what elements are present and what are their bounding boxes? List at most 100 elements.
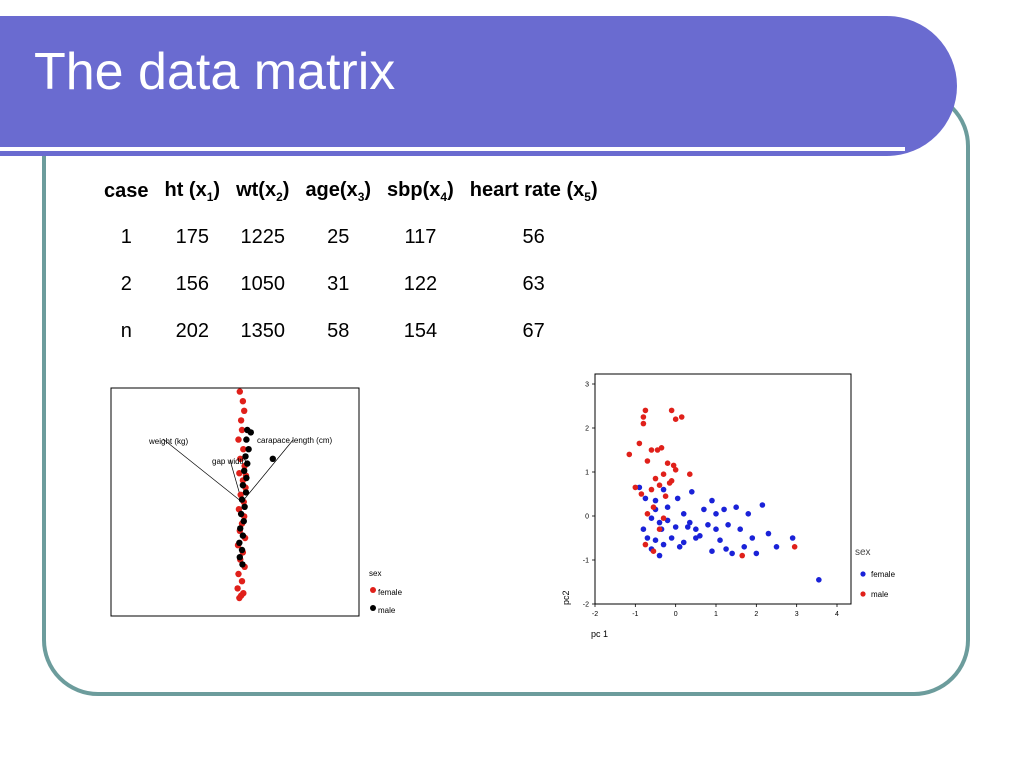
data-point-female <box>705 522 711 528</box>
table-cell: 1050 <box>240 273 286 295</box>
data-point-male <box>632 484 639 491</box>
data-point-male <box>242 453 249 460</box>
table-cell: 67 <box>522 320 545 342</box>
data-point-female <box>239 398 247 405</box>
data-point-female <box>660 486 667 493</box>
data-point-female <box>684 524 691 530</box>
data-point-female <box>753 550 760 557</box>
data-point-female <box>713 511 719 517</box>
data-point-female <box>636 484 643 491</box>
table-row: 1 175 1225 25 117 56 <box>96 214 606 261</box>
point-layer <box>626 407 822 583</box>
data-point-male <box>238 496 246 503</box>
data-point-male <box>644 458 651 464</box>
legend-label-female: female <box>871 570 896 579</box>
data-point-male <box>236 539 243 546</box>
title-bar <box>0 16 957 156</box>
data-point-male <box>664 460 671 466</box>
loading-arrow <box>162 438 243 503</box>
data-point-female <box>789 535 796 541</box>
data-point-female <box>235 570 242 578</box>
data-point-male <box>238 546 246 554</box>
data-point-male <box>668 478 675 484</box>
data-point-female <box>709 497 715 504</box>
data-point-male <box>640 414 647 420</box>
legend-label-male: male <box>871 590 889 599</box>
data-point-female <box>644 535 651 541</box>
data-point-female <box>709 548 715 554</box>
data-point-male <box>638 491 645 497</box>
table-row: 2 156 1050 31 122 63 <box>96 261 606 308</box>
data-point-male <box>672 467 679 473</box>
header-heart-rate: heart rate (x5) <box>469 178 598 204</box>
data-point-male <box>236 554 243 561</box>
data-point-female <box>816 577 822 583</box>
data-point-male <box>247 429 254 436</box>
x-tick-label: 3 <box>795 611 799 618</box>
y-tick-label: -1 <box>583 558 589 565</box>
x-tick-label: -1 <box>632 611 638 618</box>
data-point-female <box>680 511 687 517</box>
data-point-male <box>243 436 250 443</box>
data-point-female <box>240 446 247 453</box>
biplot-chart: weight (kg) gap width carapace length (c… <box>110 387 403 617</box>
data-point-female <box>660 541 667 548</box>
table-cell: 2 <box>120 273 132 295</box>
table-header-row: case ht (x1) wt(x2) age(x3) sbp(x4) hear… <box>96 168 606 214</box>
data-point-female <box>745 511 752 517</box>
slide-title: The data matrix <box>34 43 396 101</box>
plot-frame <box>110 387 360 617</box>
header-age: age(x3) <box>305 178 372 204</box>
data-point-male <box>650 504 657 510</box>
data-point-female <box>656 519 663 526</box>
data-point-male <box>660 471 667 477</box>
table-cell: 117 <box>404 226 437 248</box>
data-point-female <box>680 539 687 546</box>
axis-ticks: -2 -1 0 1 2 3 4 -2 -1 0 1 2 3 <box>583 382 839 619</box>
y-tick-label: 0 <box>585 514 589 521</box>
data-point-male <box>239 482 247 489</box>
data-point-male <box>686 471 693 477</box>
data-point-female <box>733 504 739 510</box>
data-point-female <box>652 497 659 504</box>
data-point-female <box>723 546 729 552</box>
data-point-female <box>237 592 245 599</box>
data-point-female <box>241 407 248 414</box>
data-point-male <box>670 462 677 469</box>
data-point-male <box>648 486 655 493</box>
legend-marker-female <box>860 571 866 577</box>
data-point-female <box>642 495 649 502</box>
data-point-female <box>773 544 780 550</box>
data-point-male <box>656 482 663 488</box>
x-axis-label: pc 1 <box>591 629 608 639</box>
data-point-male <box>650 548 657 554</box>
data-point-female <box>697 533 703 539</box>
data-point-male <box>239 561 246 568</box>
data-point-female <box>236 470 243 477</box>
data-point-male <box>640 420 647 427</box>
data-point-female <box>640 526 647 532</box>
table-cell: 122 <box>403 273 438 295</box>
legend-marker-male <box>860 591 866 597</box>
header-wt: wt(x2) <box>236 178 290 204</box>
y-tick-label: 2 <box>585 426 589 433</box>
table-cell: 31 <box>327 273 350 295</box>
table-cell: 63 <box>522 273 545 295</box>
title-underline <box>0 147 905 151</box>
data-point-male <box>642 541 649 548</box>
pca-scatter-chart: -2 -1 0 1 2 3 4 -2 -1 0 1 2 3 pc 1 pc2 sex female ma… <box>561 373 896 639</box>
table-cell: 1225 <box>240 226 286 248</box>
legend-marker-male <box>370 605 376 611</box>
data-point-male <box>644 511 651 517</box>
data-point-male <box>739 552 746 559</box>
data-point-male <box>678 414 685 420</box>
header-sbp: sbp(x4) <box>387 178 454 204</box>
legend-label-male: male <box>378 606 396 615</box>
legend-title: sex <box>855 547 871 558</box>
data-point-female <box>656 552 663 559</box>
legend-label-female: female <box>378 588 403 597</box>
header-case: case <box>104 179 149 202</box>
data-point-female <box>737 526 743 532</box>
data-point-female <box>689 489 695 495</box>
data-point-male <box>245 446 252 453</box>
